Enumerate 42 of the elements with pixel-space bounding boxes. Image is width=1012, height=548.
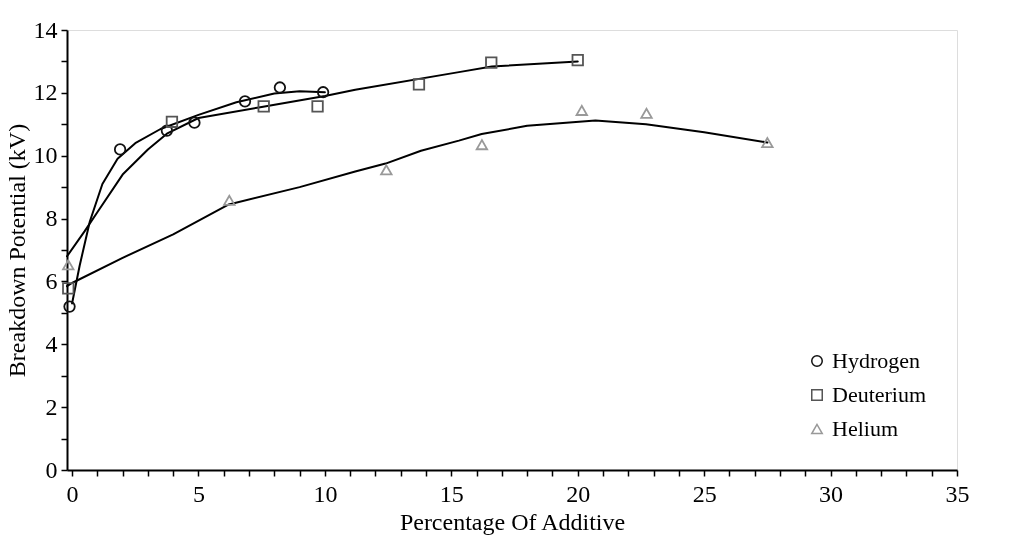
- point: [273, 81, 287, 94]
- point: [223, 194, 236, 206]
- point: [113, 143, 127, 156]
- point: [575, 105, 588, 116]
- y-tick-label: 8: [45, 205, 58, 232]
- x-tick-label: 25: [692, 480, 717, 507]
- point: [165, 115, 179, 128]
- x-tick-label: 15: [439, 480, 464, 507]
- x-tick-label: 20: [566, 480, 591, 507]
- point: [485, 56, 498, 69]
- y-tick-label: 12: [33, 79, 58, 106]
- point: [188, 116, 201, 129]
- x-axis-title: Percentage Of Additive: [399, 508, 626, 535]
- legend-label: Hydrogen: [832, 348, 920, 373]
- point: [62, 259, 75, 271]
- point: [160, 124, 174, 137]
- y-tick-label: 6: [45, 267, 58, 294]
- x-tick-label: 30: [819, 480, 844, 507]
- x-tick-label: 5: [192, 480, 205, 507]
- point: [761, 137, 774, 148]
- x-tick-label: 10: [313, 480, 338, 507]
- point: [475, 139, 489, 151]
- y-tick-label: 4: [45, 330, 58, 357]
- point: [640, 107, 653, 119]
- legend-label: Deuterium: [832, 382, 927, 407]
- y-tick-label: 14: [33, 16, 58, 43]
- point: [311, 100, 324, 113]
- y-tick-label: 10: [33, 142, 58, 169]
- point: [257, 100, 270, 113]
- y-tick-label: 0: [45, 456, 58, 483]
- point: [380, 164, 393, 176]
- x-tick-label: 35: [945, 480, 970, 507]
- y-tick-label: 2: [45, 393, 58, 420]
- x-tick-label: 0: [66, 480, 79, 507]
- point: [63, 300, 76, 313]
- point: [412, 78, 426, 91]
- legend-label: Helium: [832, 416, 898, 441]
- point: [571, 54, 584, 67]
- point: [62, 282, 75, 295]
- point: [238, 95, 252, 108]
- point: [316, 86, 330, 99]
- y-axis-title: Breakdown Potential (kV): [3, 123, 30, 378]
